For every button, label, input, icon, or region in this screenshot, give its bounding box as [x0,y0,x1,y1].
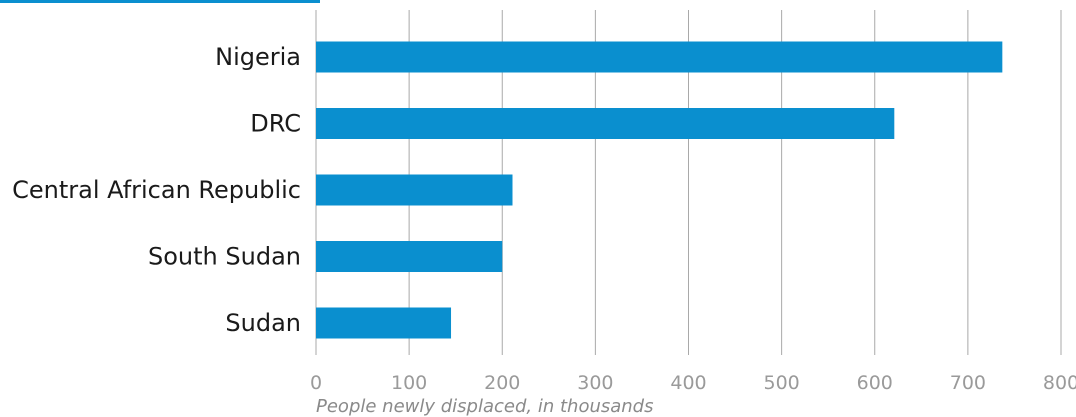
category-label: Sudan [225,309,301,337]
x-tick-label: 300 [577,372,613,394]
x-tick-label: 200 [484,372,520,394]
x-tick-label: 100 [391,372,427,394]
x-tick-label: 0 [310,372,322,394]
category-label: DRC [250,110,301,138]
bars [316,41,1003,339]
title-strip [0,0,320,3]
bar [316,307,452,339]
bar [316,174,513,206]
category-label: Nigeria [215,43,301,71]
category-label: Central African Republic [12,176,301,204]
x-tick-labels: 0 100 200 300 400 500 600 700 800 [310,372,1076,394]
x-tick-label: 500 [763,372,799,394]
category-labels: Nigeria DRC Central African Republic South … [12,43,301,337]
bar [316,41,1003,73]
x-tick-label: 800 [1043,372,1076,394]
category-label: South Sudan [148,243,301,271]
bar [316,241,503,272]
x-tick-label: 400 [670,372,706,394]
x-tick-label: 600 [857,372,893,394]
bar [316,108,895,139]
x-axis-title: People newly displaced, in thousands [316,396,653,417]
x-tick-label: 700 [950,372,986,394]
